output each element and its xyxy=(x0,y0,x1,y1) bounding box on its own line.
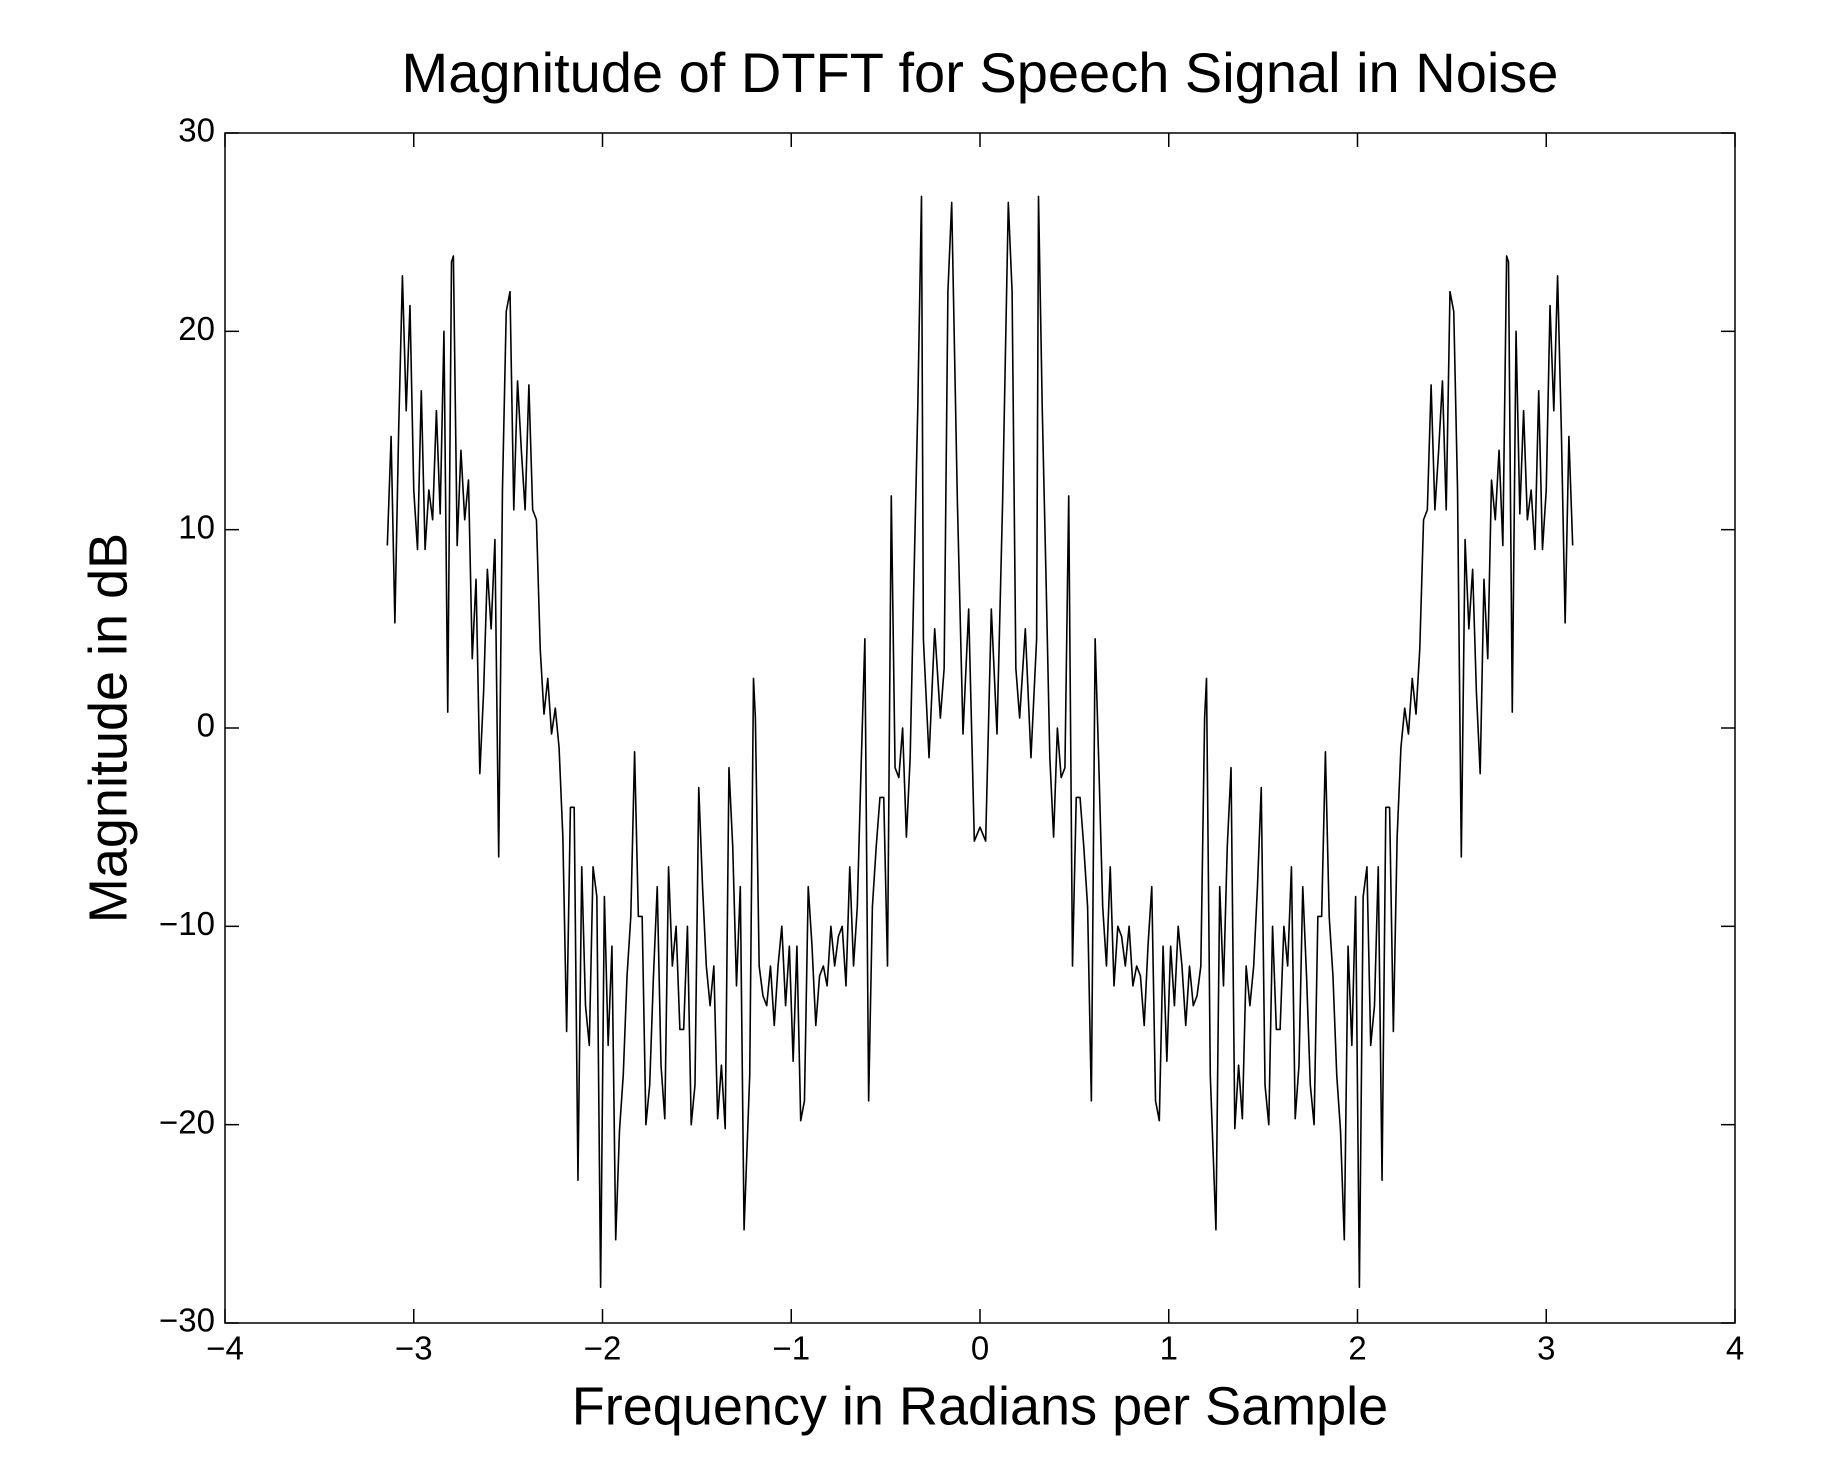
x-tick-label: 4 xyxy=(1726,1330,1744,1367)
y-tick-label: 30 xyxy=(178,112,215,149)
x-tick-label: 1 xyxy=(1160,1330,1178,1367)
x-tick-label: −1 xyxy=(772,1330,810,1367)
x-tick-label: −2 xyxy=(584,1330,622,1367)
y-axis-label: Magnitude in dB xyxy=(78,533,138,923)
x-tick-label: 3 xyxy=(1537,1330,1555,1367)
y-tick-label: −20 xyxy=(159,1103,215,1140)
y-tick-label: 0 xyxy=(197,707,215,744)
x-tick-label: −3 xyxy=(395,1330,433,1367)
chart-title: Magnitude of DTFT for Speech Signal in N… xyxy=(402,41,1559,104)
x-tick-label: 2 xyxy=(1348,1330,1366,1367)
spectrum-line xyxy=(386,195,1574,1289)
y-tick-label: 20 xyxy=(178,310,215,347)
y-tick-label: 10 xyxy=(178,508,215,545)
x-axis-label: Frequency in Radians per Sample xyxy=(572,1376,1388,1436)
y-tick-label: −10 xyxy=(159,905,215,942)
x-tick-label: −4 xyxy=(206,1330,244,1367)
x-tick-label: 0 xyxy=(971,1330,989,1367)
y-tick-label: −30 xyxy=(159,1302,215,1339)
